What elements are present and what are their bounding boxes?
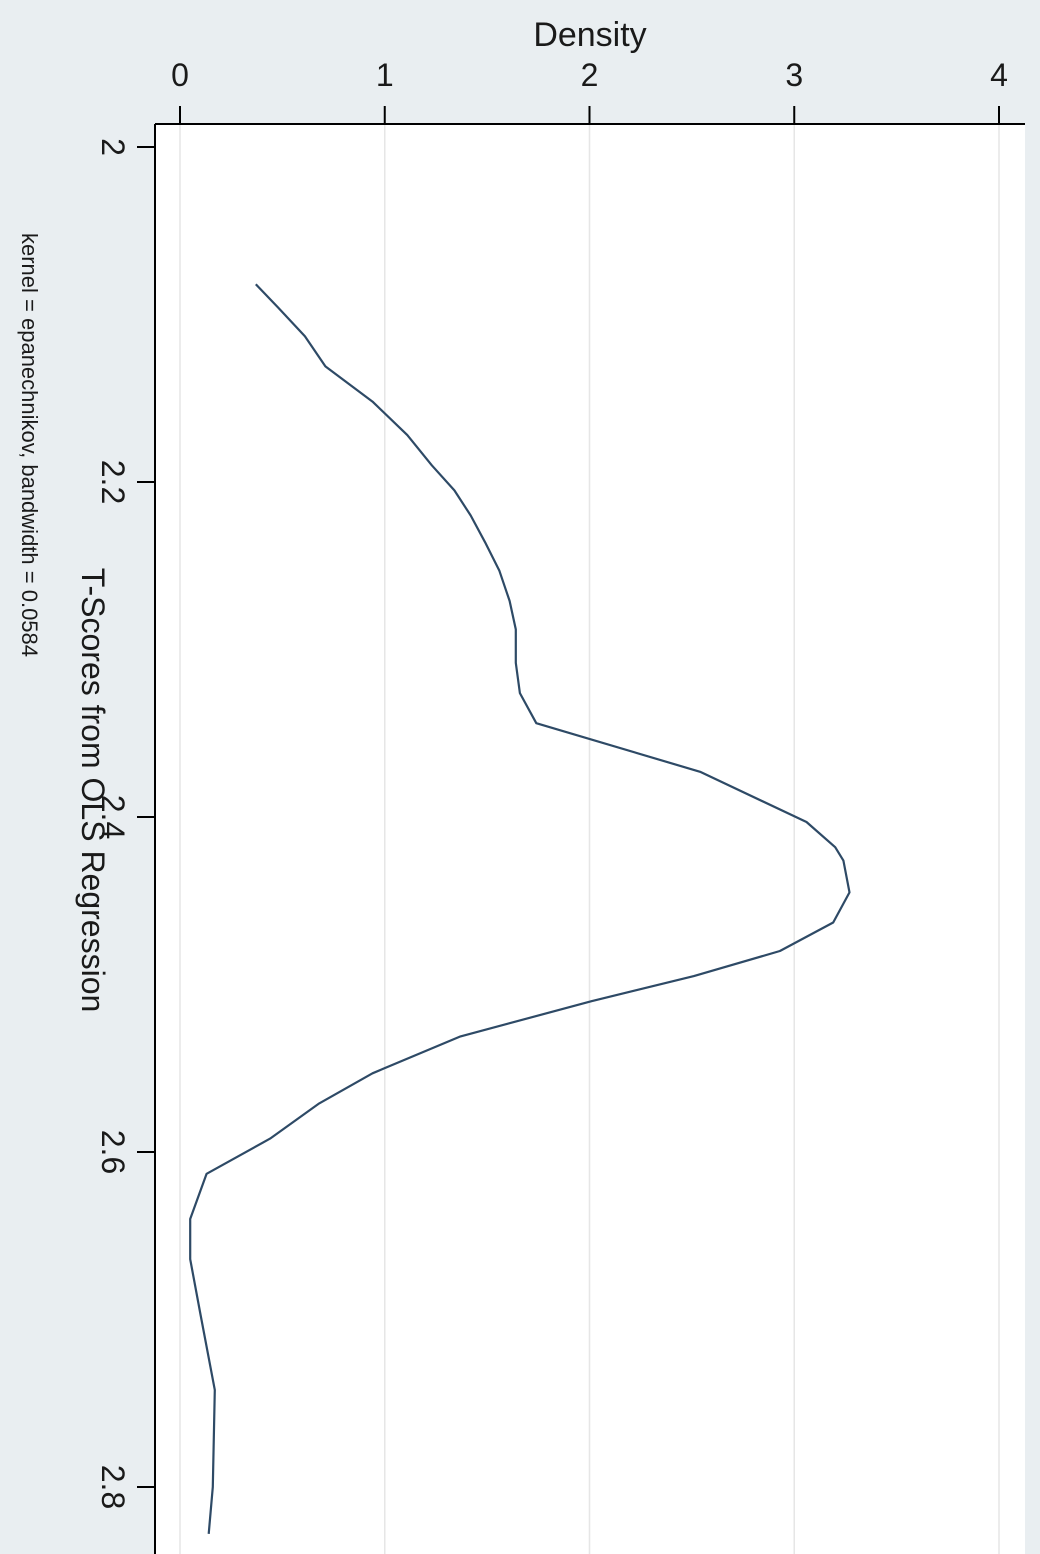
t-score-tick-label: 2.8 bbox=[95, 1465, 131, 1509]
t-score-tick-label: 2.2 bbox=[95, 460, 131, 504]
axes bbox=[137, 106, 1025, 1554]
density-tick-label: 2 bbox=[581, 57, 599, 93]
gridlines bbox=[179, 124, 1000, 1554]
t-score-tick-label: 2.4 bbox=[95, 795, 131, 839]
density-tick-label: 1 bbox=[376, 57, 394, 93]
density-curve-line bbox=[189, 283, 851, 1534]
y-axis-title: Density bbox=[533, 16, 646, 54]
t-score-tick-label: 2.6 bbox=[95, 1130, 131, 1174]
t-score-tick-label: 2 bbox=[95, 138, 131, 156]
x-axis-title: T-Scores from OLS Regression bbox=[75, 568, 111, 1013]
density-tick-label: 3 bbox=[785, 57, 803, 93]
density-tick-label: 0 bbox=[171, 57, 189, 93]
series-layer bbox=[189, 283, 851, 1534]
density-tick-label: 4 bbox=[990, 57, 1008, 93]
kernel-note: kernel = epanechnikov, bandwidth = 0.058… bbox=[17, 233, 42, 657]
tick-labels: 0 1 2 3 4 2 2.2 2.4 2.6 2.8 bbox=[95, 57, 1008, 1509]
